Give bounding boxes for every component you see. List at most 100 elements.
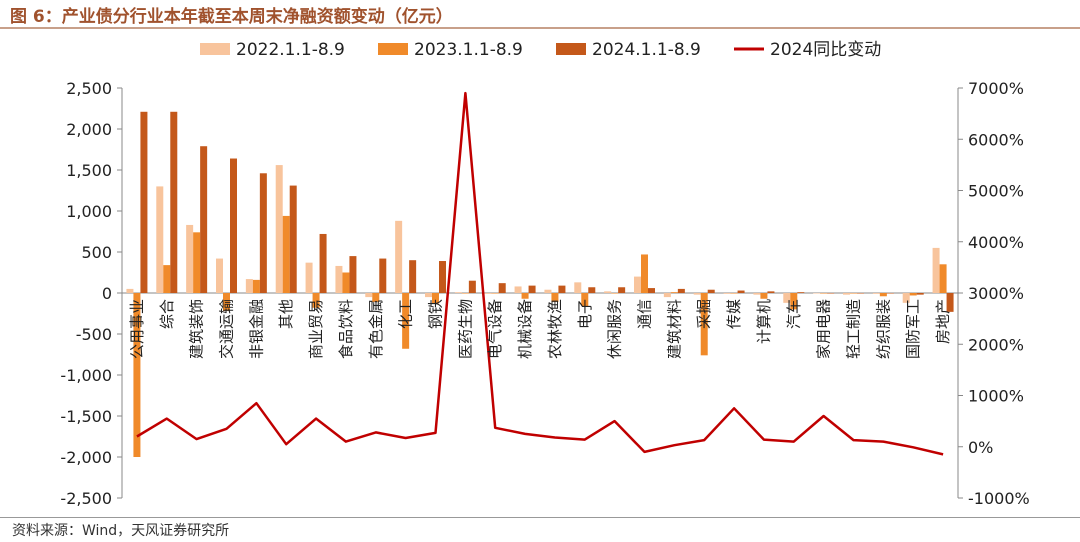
y2-tick-label: 6000% xyxy=(968,130,1024,149)
bar xyxy=(484,293,492,294)
bar xyxy=(305,262,313,293)
bar xyxy=(170,111,178,293)
bar xyxy=(402,293,410,349)
bar xyxy=(909,293,917,296)
bar xyxy=(454,292,462,293)
category-label: 电气设备 xyxy=(486,299,504,359)
bar xyxy=(223,293,230,312)
bar xyxy=(289,185,297,293)
category-label: 化工 xyxy=(397,299,415,329)
bar xyxy=(216,258,223,293)
category-label: 钢铁 xyxy=(427,299,445,329)
bar xyxy=(850,293,857,294)
bar xyxy=(604,291,612,293)
bar xyxy=(259,173,267,293)
bar xyxy=(760,293,768,299)
y-tick-label: -2,000 xyxy=(60,448,112,467)
bar xyxy=(634,276,641,293)
bar xyxy=(379,258,387,293)
category-labels: 公用事业 综合 建筑装饰 交通运输 非银金融 其他 商业贸易 食品饮料 有色金属 化工 钢铁 医药生物… xyxy=(128,299,952,359)
bar xyxy=(730,293,738,294)
bar xyxy=(275,165,283,293)
legend-bar-swatch xyxy=(200,43,230,55)
bar xyxy=(670,292,678,293)
bar xyxy=(461,293,469,294)
category-label: 商业贸易 xyxy=(307,299,325,359)
category-label: 农林牧渔 xyxy=(546,299,564,359)
category-label: 其他 xyxy=(277,299,295,329)
bar xyxy=(312,293,320,308)
bar xyxy=(932,247,940,293)
y2-tick-label: 0% xyxy=(968,438,993,457)
legend-label: 2022.1.1-8.9 xyxy=(236,40,345,60)
bar xyxy=(498,283,506,293)
chart-svg: 2022.1.1-8.9 2023.1.1-8.9 2024.1.1-8.9 2024… xyxy=(60,40,1029,508)
y-tick-label: 0 xyxy=(102,284,112,303)
bar xyxy=(886,293,894,294)
category-label: 房地产 xyxy=(934,299,952,344)
bar xyxy=(902,293,910,303)
bar xyxy=(468,280,476,293)
category-label: 轻工制造 xyxy=(845,299,863,359)
y2-tick-label: 3000% xyxy=(968,284,1024,303)
category-label: 交通运输 xyxy=(218,299,236,359)
category-label: 公用事业 xyxy=(128,299,146,359)
bar xyxy=(700,293,708,356)
bar xyxy=(797,292,805,293)
bar xyxy=(528,285,536,293)
bar xyxy=(916,293,924,295)
y-tick-label: -2,500 xyxy=(60,489,112,508)
y2-tick-label: 5000% xyxy=(968,182,1024,201)
bar xyxy=(767,291,775,293)
bar xyxy=(349,256,357,293)
bar xyxy=(753,293,761,295)
category-label: 综合 xyxy=(158,299,176,329)
bar xyxy=(126,288,134,293)
category-label: 纺织服装 xyxy=(874,299,892,359)
bar xyxy=(588,287,596,293)
bar xyxy=(245,279,253,293)
y2-tick-label: 4000% xyxy=(968,233,1024,252)
bar xyxy=(425,293,432,298)
category-label: 家用电器 xyxy=(815,299,833,359)
bar xyxy=(342,272,350,293)
bar xyxy=(581,293,589,307)
chart-legend: 2022.1.1-8.9 2023.1.1-8.9 2024.1.1-8.9 2024… xyxy=(200,40,881,60)
y-tick-label: -1,500 xyxy=(60,407,112,426)
category-label: 医药生物 xyxy=(456,299,474,359)
chart-title: 图 6：产业债分行业本年截至本周末净融资额变动（亿元） xyxy=(10,7,453,27)
bar xyxy=(230,158,237,293)
bar xyxy=(813,293,821,294)
category-label: 建筑装饰 xyxy=(188,299,206,359)
line-series-2024-yoy xyxy=(136,91,944,456)
bar xyxy=(156,186,164,293)
bar xyxy=(335,265,343,293)
bar xyxy=(707,289,715,293)
bar xyxy=(872,293,880,294)
bar xyxy=(193,232,201,293)
bar xyxy=(790,293,798,310)
bar xyxy=(544,289,552,293)
bar xyxy=(783,293,791,303)
legend-label: 2024同比变动 xyxy=(770,40,881,60)
category-label: 计算机 xyxy=(755,299,773,344)
bar xyxy=(133,293,141,457)
category-label: 传媒 xyxy=(725,299,743,329)
title-divider xyxy=(0,27,1080,29)
category-label: 汽车 xyxy=(785,299,803,329)
footer-divider xyxy=(0,517,1080,518)
bar xyxy=(827,293,835,294)
bar xyxy=(693,293,701,295)
y2-tick-label: 1000% xyxy=(968,387,1024,406)
bar xyxy=(163,265,171,293)
bar xyxy=(491,293,499,294)
category-label: 有色金属 xyxy=(367,299,385,359)
legend-bar-swatch xyxy=(556,43,586,55)
y-tick-label: 1,500 xyxy=(66,161,112,180)
bar xyxy=(663,293,671,298)
y-tick-label: 500 xyxy=(81,243,112,262)
bar xyxy=(514,286,522,293)
bar xyxy=(140,111,148,293)
category-label: 休闲服务 xyxy=(606,299,624,359)
